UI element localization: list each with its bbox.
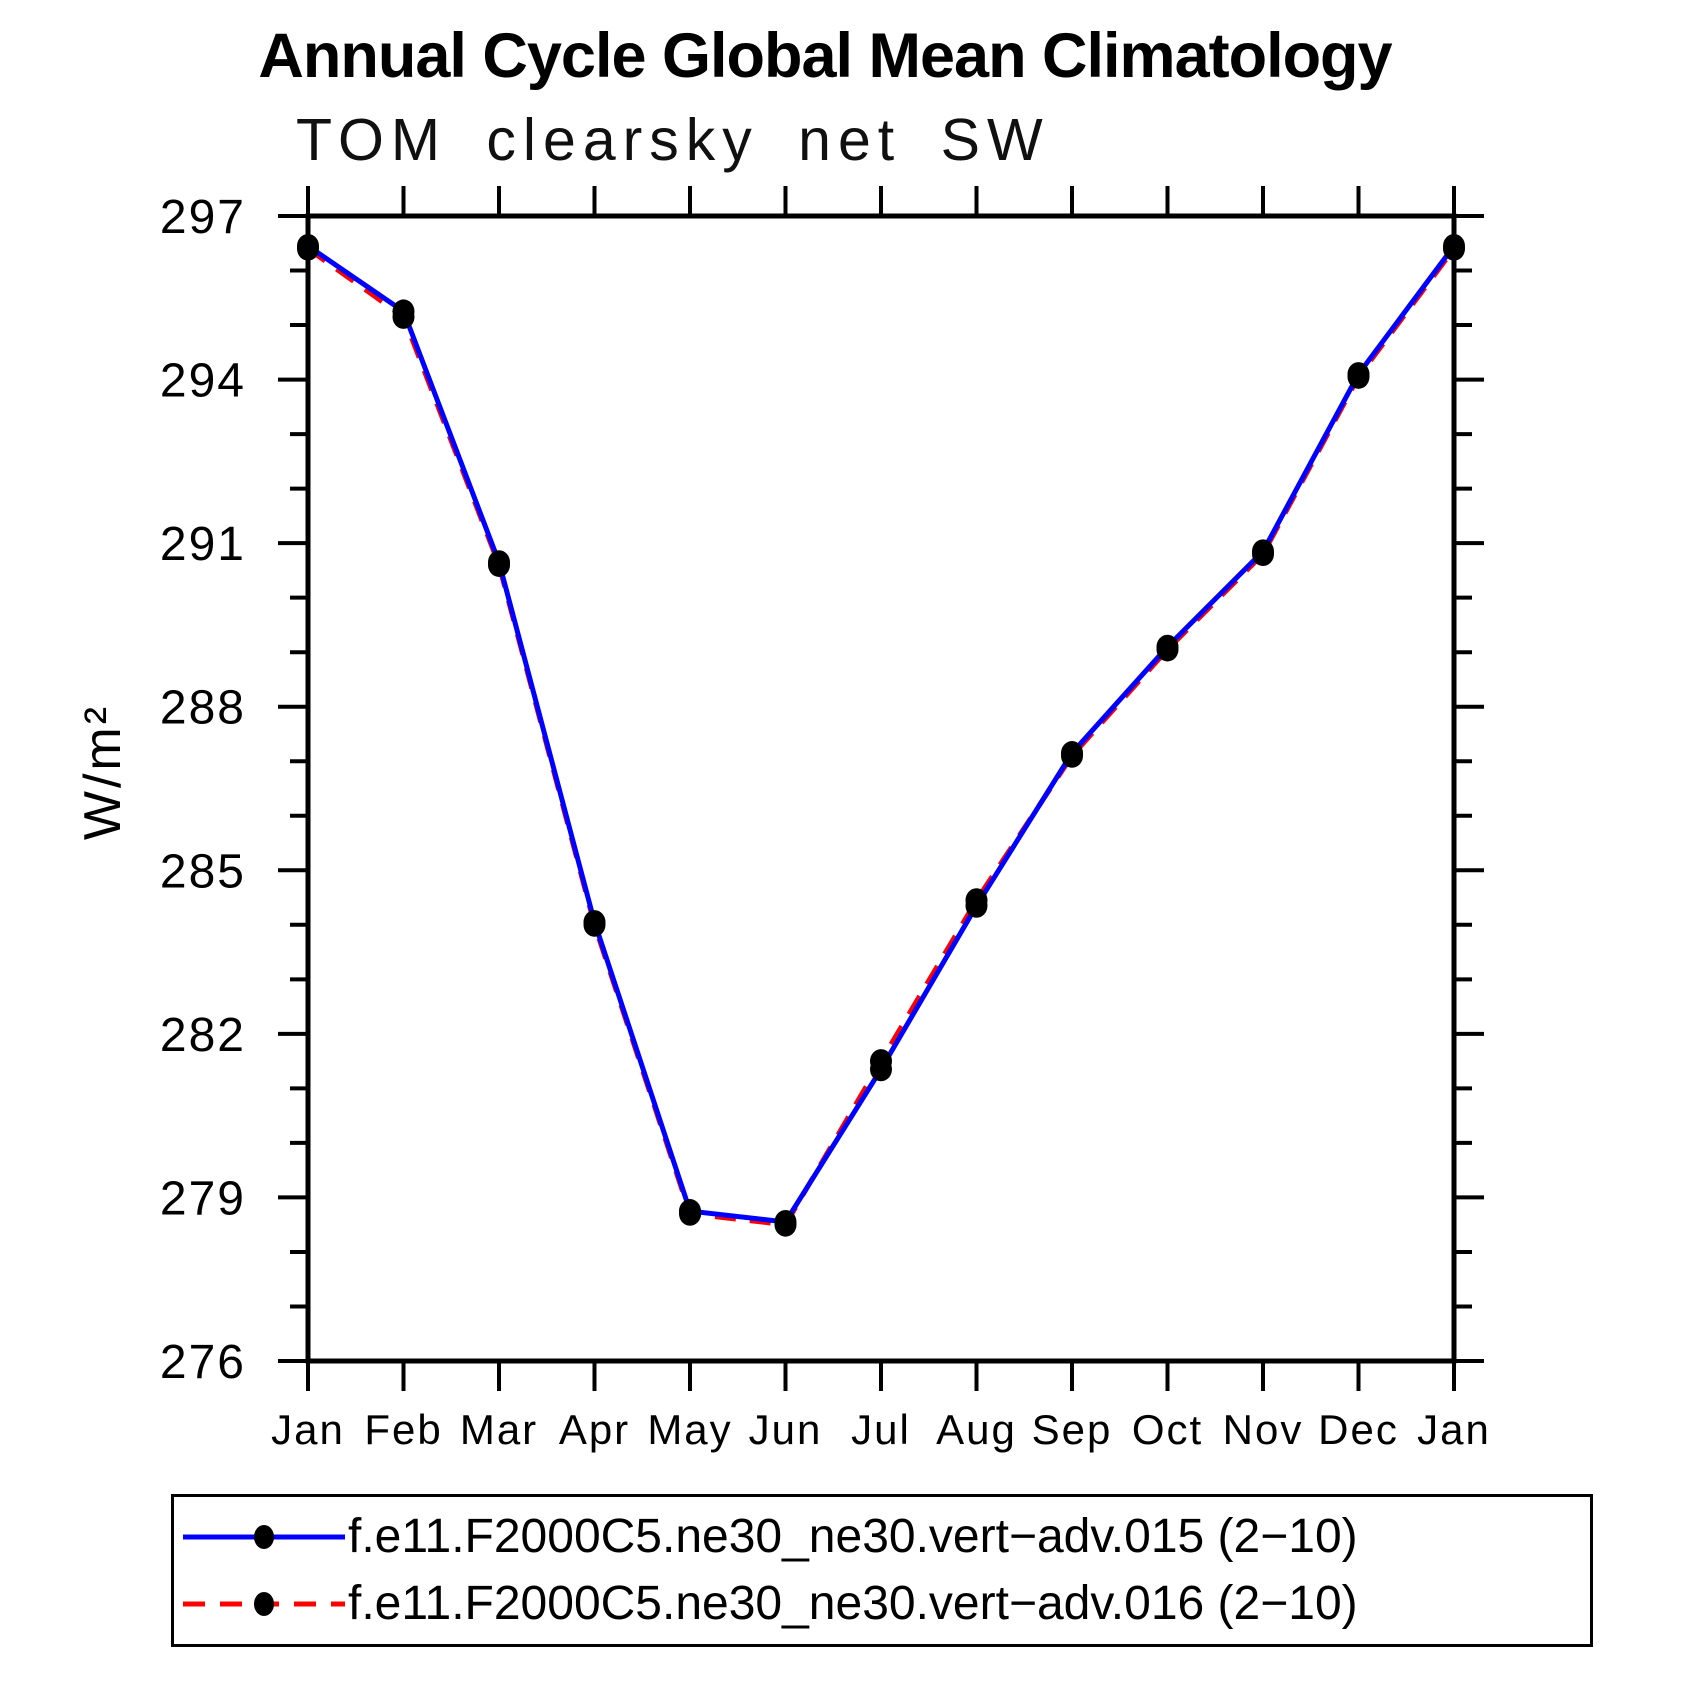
x-axis-month-label: Nov (1223, 1406, 1304, 1453)
data-point-marker (583, 910, 606, 935)
data-point-marker (965, 893, 988, 918)
chart-title: Annual Cycle Global Mean Climatology (258, 21, 1392, 91)
legend-label-series1: f.e11.F2000C5.ne30_ne30.vert−adv.015 (2−… (348, 1509, 1358, 1563)
y-axis-tick-label: 285 (160, 845, 246, 898)
data-point-marker (1156, 634, 1179, 659)
data-point-marker (870, 1057, 892, 1082)
legend-marker-dot (254, 1524, 274, 1549)
y-axis-tick-label: 297 (160, 191, 246, 244)
data-point-marker (1252, 539, 1274, 564)
chart-subtitle: TOM clearsky net SW (296, 107, 1050, 173)
legend-line-sample-dashed (183, 1592, 345, 1617)
y-axis-tick-label: 282 (160, 1009, 246, 1062)
data-point-marker (1443, 233, 1465, 258)
x-axis-month-label: Sep (1032, 1406, 1113, 1453)
legend-line-sample-solid (183, 1524, 345, 1549)
y-axis-tick-label: 288 (160, 682, 246, 735)
x-axis-month-label: Jan (1417, 1406, 1491, 1453)
x-axis-month-label: Oct (1132, 1406, 1203, 1453)
x-axis-month-label: Jul (851, 1406, 911, 1453)
legend-label-series2: f.e11.F2000C5.ne30_ne30.vert−adv.016 (2−… (348, 1577, 1358, 1631)
legend-item-series1: f.e11.F2000C5.ne30_ne30.vert−adv.015 (2−… (180, 1506, 1590, 1568)
x-axis-month-label: Dec (1318, 1406, 1399, 1453)
data-point-marker (679, 1199, 701, 1224)
y-axis-tick-label: 294 (160, 355, 246, 408)
x-axis-month-label: Mar (460, 1406, 538, 1453)
data-point-marker (297, 233, 319, 258)
data-point-marker (1347, 362, 1370, 387)
x-axis-month-label: Jun (749, 1406, 823, 1453)
plot-border (305, 213, 1457, 1364)
x-axis-month-label: May (647, 1406, 732, 1453)
data-point-marker (392, 299, 415, 324)
y-axis-tick-label: 291 (160, 518, 246, 571)
data-point-marker (1061, 741, 1083, 766)
x-axis-month-label: Aug (936, 1406, 1017, 1453)
data-point-marker (774, 1209, 797, 1234)
y-axis-tick-label: 276 (160, 1336, 246, 1389)
y-axis-tick-label: 279 (160, 1172, 246, 1225)
x-axis-month-label: Feb (364, 1406, 442, 1453)
legend-marker-dot (254, 1592, 274, 1617)
legend-item-series2: f.e11.F2000C5.ne30_ne30.vert−adv.016 (2−… (180, 1573, 1590, 1635)
x-axis-month-label: Jan (271, 1406, 345, 1453)
data-point-marker (488, 550, 510, 575)
x-axis-month-label: Apr (559, 1406, 630, 1453)
legend-box: f.e11.F2000C5.ne30_ne30.vert−adv.015 (2−… (171, 1494, 1593, 1647)
